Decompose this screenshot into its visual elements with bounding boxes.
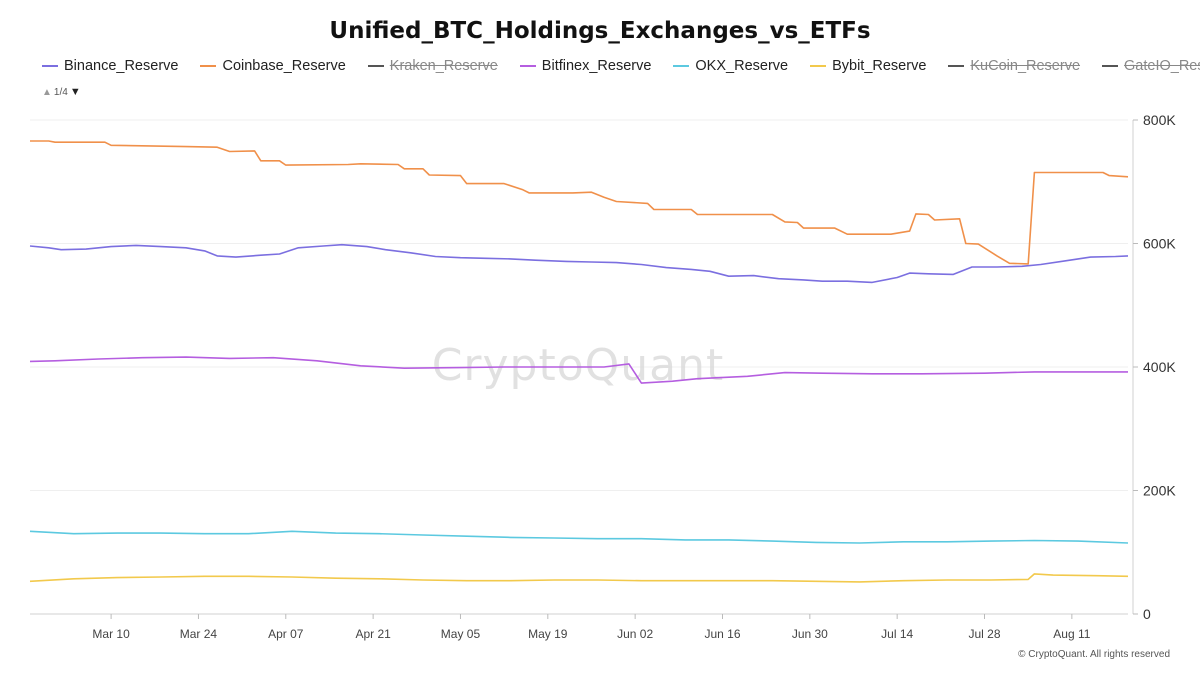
legend-item-kucoin-reserve[interactable]: KuCoin_Reserve <box>948 58 1080 74</box>
legend-pager: ▲ 1/4 ▼ <box>42 86 81 98</box>
x-tick-label: Mar 10 <box>92 627 130 641</box>
legend-page-up-icon[interactable]: ▲ <box>42 86 52 98</box>
x-tick-label: May 05 <box>441 627 481 641</box>
series-line-coinbase-reserve[interactable] <box>30 140 1129 265</box>
legend: Binance_Reserve Coinbase_Reserve Kraken_Re… <box>42 58 1200 74</box>
legend-swatch <box>200 65 217 67</box>
x-tick-label: Jun 02 <box>617 627 653 641</box>
legend-label: Coinbase_Reserve <box>222 58 346 74</box>
legend-swatch <box>519 65 536 67</box>
legend-item-binance-reserve[interactable]: Binance_Reserve <box>42 58 178 74</box>
legend-item-coinbase-reserve[interactable]: Coinbase_Reserve <box>200 58 346 74</box>
legend-item-kraken-reserve[interactable]: Kraken_Reserve <box>367 58 498 74</box>
copyright-notice: © CryptoQuant. All rights reserved <box>1018 649 1170 660</box>
grid <box>30 119 1128 491</box>
legend-swatch <box>42 65 58 67</box>
legend-label: OKX_Reserve <box>695 58 789 74</box>
x-tick-label: Jul 28 <box>968 627 1000 641</box>
legend-swatch <box>673 65 690 67</box>
legend-swatch <box>1102 65 1119 67</box>
y-tick-label: 600K <box>1143 236 1176 252</box>
legend-label: Bybit_Reserve <box>832 58 927 74</box>
legend-label: GateIO_Reserve <box>1124 58 1200 74</box>
series-group <box>29 140 1129 583</box>
x-tick-label: Apr 21 <box>355 627 391 641</box>
x-tick-label: Apr 07 <box>268 627 304 641</box>
chart-title: Unified_BTC_Holdings_Exchanges_vs_ETFs <box>329 18 871 44</box>
y-tick-label: 400K <box>1143 359 1176 375</box>
series-line-bitfinex-reserve[interactable] <box>29 356 1128 384</box>
series-line-okx-reserve[interactable] <box>29 530 1129 544</box>
y-tick-label: 800K <box>1143 112 1176 128</box>
x-tick-label: Mar 24 <box>180 627 218 641</box>
legend-item-gateio-reserve[interactable]: GateIO_Reserve <box>1102 58 1200 74</box>
legend-label: KuCoin_Reserve <box>970 58 1081 74</box>
legend-page-down-icon[interactable]: ▼ <box>69 86 81 98</box>
legend-item-okx-reserve[interactable]: OKX_Reserve <box>673 58 788 74</box>
legend-label: Bitfinex_Reserve <box>541 58 652 74</box>
legend-swatch <box>810 65 827 67</box>
legend-swatch <box>948 65 965 67</box>
x-tick-label: May 19 <box>528 627 568 641</box>
x-tick-label: Jun 16 <box>704 627 740 641</box>
legend-label: Binance_Reserve <box>64 58 179 74</box>
series-line-bybit-reserve[interactable] <box>29 573 1129 583</box>
legend-page-indicator: 1/4 <box>53 86 68 98</box>
x-tick-label: Jun 30 <box>792 627 828 641</box>
x-tick-label: Jul 14 <box>881 627 913 641</box>
legend-item-bybit-reserve[interactable]: Bybit_Reserve <box>810 58 926 74</box>
watermark: CryptoQuant <box>432 340 725 391</box>
y-tick-label: 0 <box>1143 606 1151 622</box>
legend-swatch <box>367 65 384 67</box>
y-tick-label: 200K <box>1143 483 1176 499</box>
legend-item-bitfinex-reserve[interactable]: Bitfinex_Reserve <box>519 58 652 74</box>
x-tick-label: Aug 11 <box>1053 627 1090 641</box>
axes: 0 200K 400K 600K 800K Mar 10 Mar 24 Apr 07 Apr 2… <box>30 112 1176 641</box>
series-line-binance-reserve[interactable] <box>29 243 1129 284</box>
legend-label: Kraken_Reserve <box>389 58 498 74</box>
